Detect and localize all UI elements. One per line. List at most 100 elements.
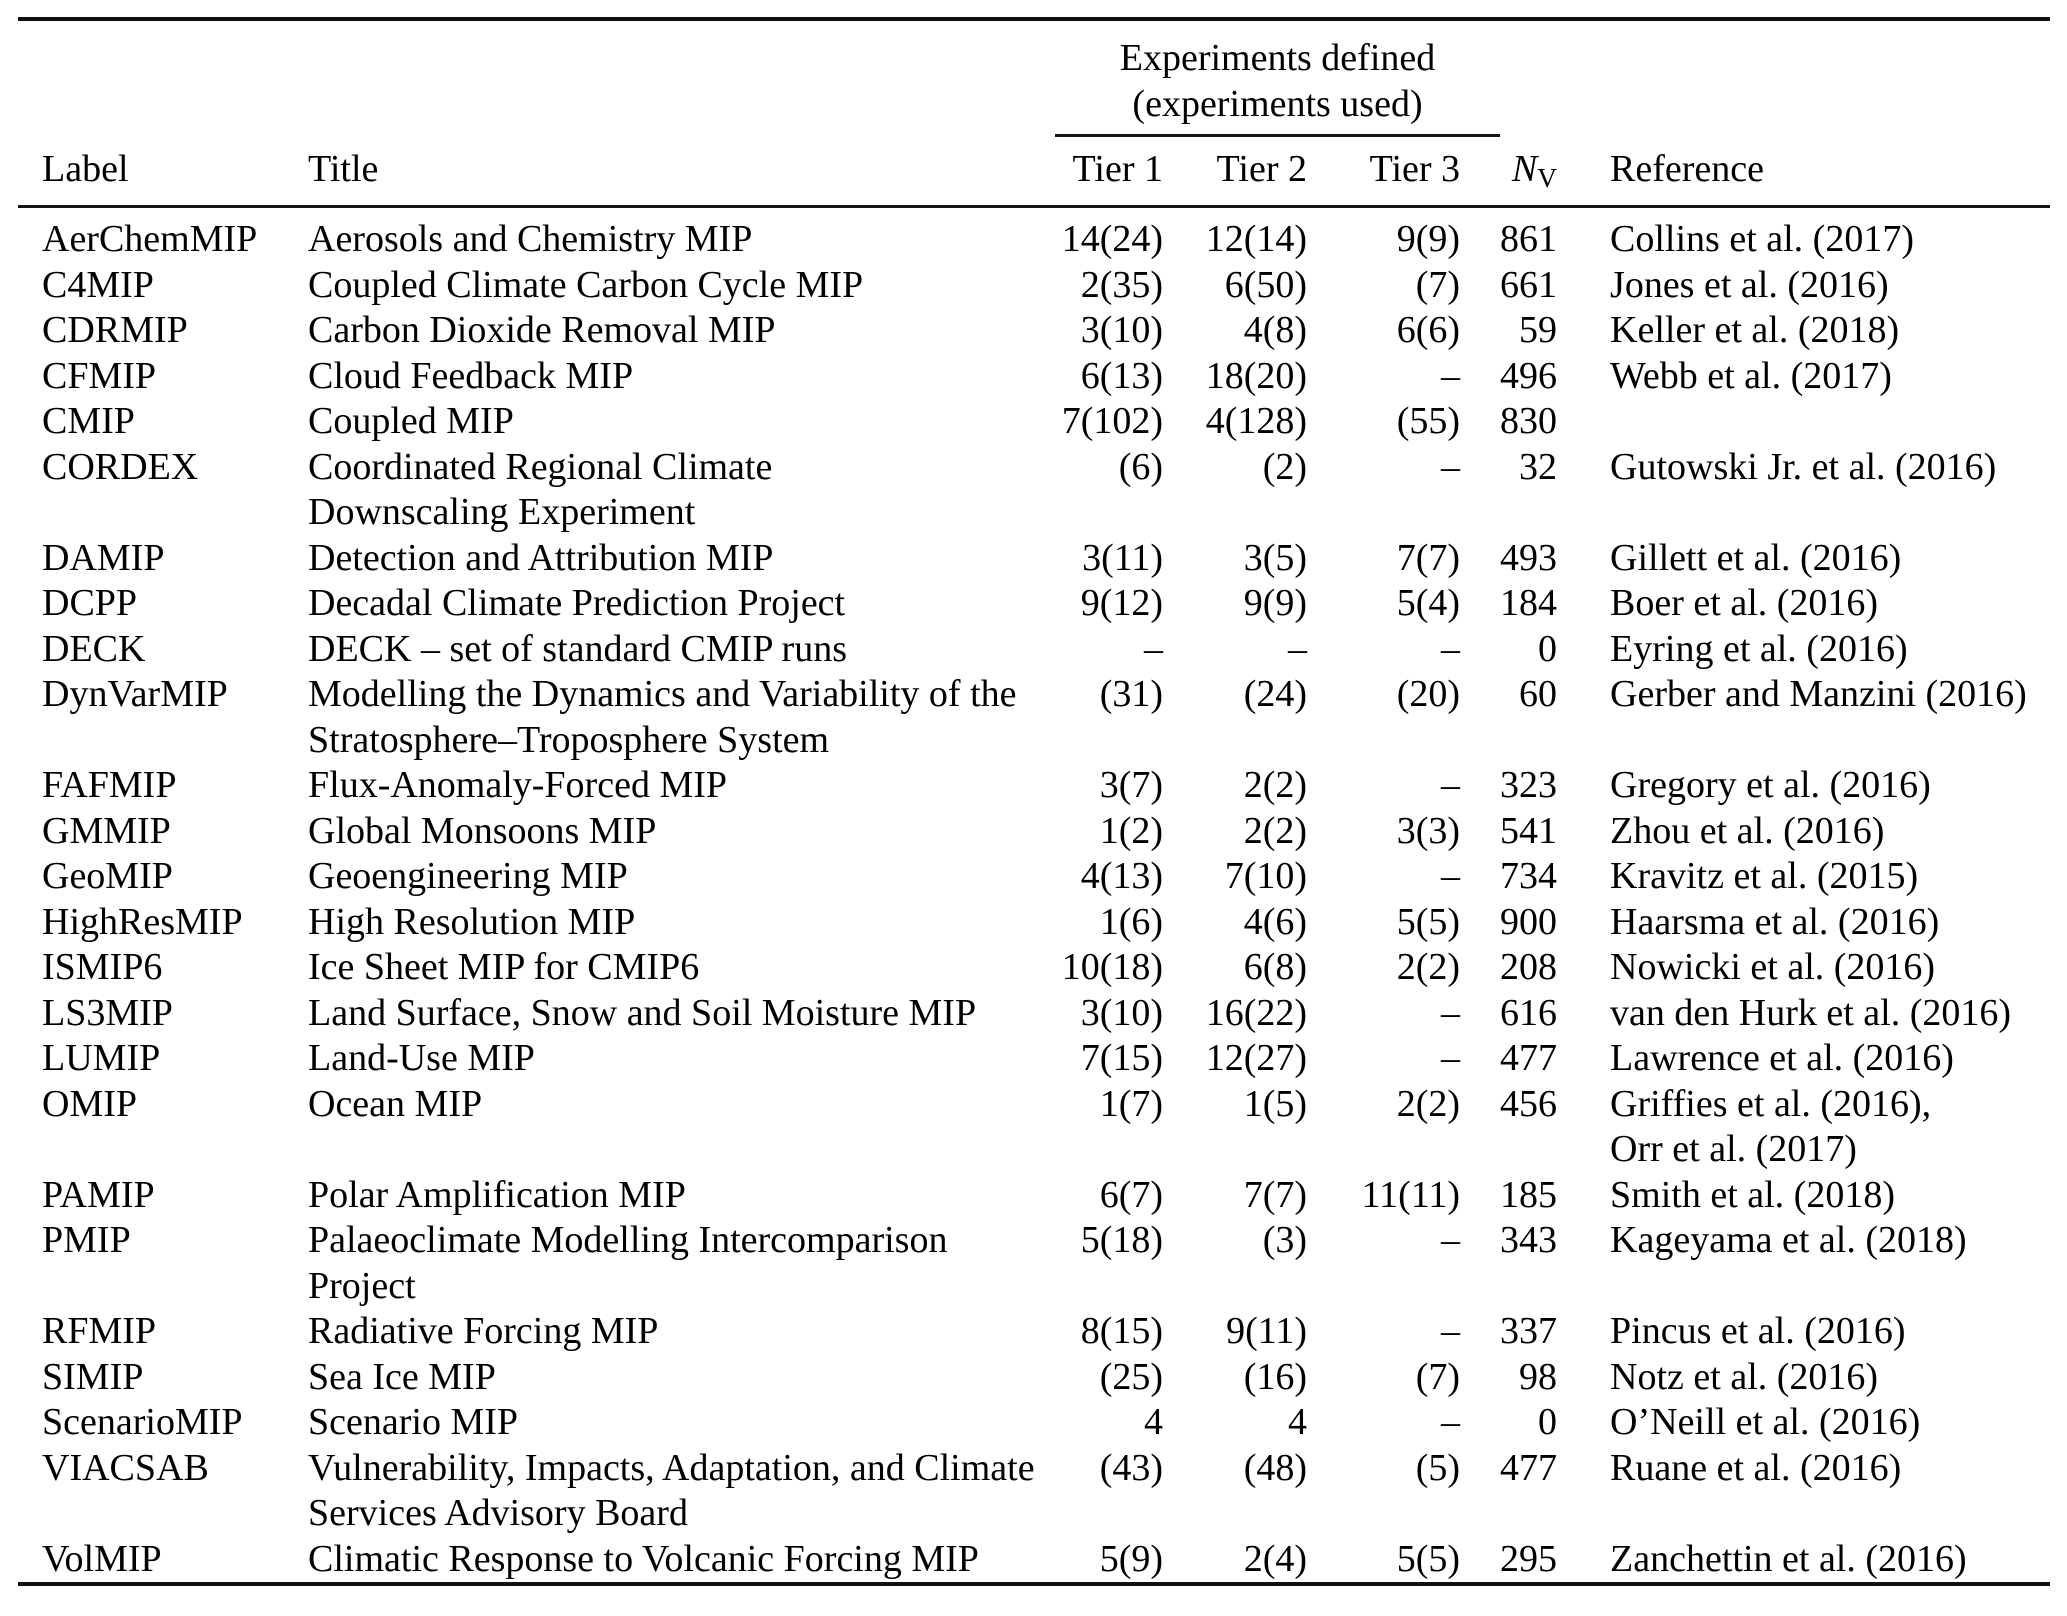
table-row: C4MIP Coupled Climate Carbon Cycle MIP 2… [18,263,2050,309]
reference-cell: Griffies et al. (2016), Orr et al. (2017) [1578,1082,2050,1173]
cell-line: Notz et al. (2016) [1610,1355,1879,1398]
column-header-label: Label [18,137,308,208]
tier1-cell: 7(15) [1080,1037,1163,1079]
nv-cell: 734 [1500,855,1558,897]
nv-cell: 32 [1519,445,1558,488]
table-row: ISMIP6 Ice Sheet MIP for CMIP6 10(18) 6(… [18,945,2050,991]
tier2-cell: 4 [1288,1401,1307,1443]
reference-cell: Nowicki et al. (2016) [1578,945,2050,991]
group-header-spacer [308,19,1010,137]
nv-cell: 343 [1500,1219,1558,1261]
tier2-cell: 2(2) [1243,764,1307,806]
tier2-cell: (3) [1262,1219,1307,1261]
cell-line: Kageyama et al. (2018) [1610,1219,1967,1261]
tier2-cell: 7(7) [1243,1173,1307,1216]
cell-line: Sea Ice MIP [308,1355,496,1398]
nv-cell: 208 [1500,946,1558,988]
tier2-cell: 16(22) [1205,991,1307,1034]
tier2-cell: – [1288,627,1307,670]
tier3-cell: 5(4) [1396,582,1461,624]
table-row: RFMIP Radiative Forcing MIP 8(15) 9(11) … [18,1309,2050,1355]
title-cell: Cloud Feedback MIP [308,354,1010,400]
cell-line: Zanchettin et al. (2016) [1610,1537,1967,1580]
cell-line: Keller et al. (2018) [1610,309,1900,351]
cell-line: Aerosols and Chemistry MIP [308,218,753,260]
tier3-cell: – [1441,1401,1461,1443]
nv-cell: 185 [1500,1173,1558,1216]
cell-line: Orr et al. (2017) [1610,1128,1857,1170]
tier3-cell: – [1441,764,1461,806]
reference-cell: Notz et al. (2016) [1578,1355,2050,1401]
tier3-cell: 2(2) [1396,1082,1461,1125]
tier1-cell: 1(6) [1099,900,1163,943]
label-cell: DAMIP [42,536,165,579]
cell-line: Services Advisory Board [308,1492,688,1534]
title-cell: Ice Sheet MIP for CMIP6 [308,945,1010,991]
title-cell: DECK – set of standard CMIP runs [308,627,1010,673]
label-cell: CMIP [42,400,135,442]
tier3-cell: – [1441,991,1461,1034]
tier1-cell: (6) [1118,445,1163,488]
table-row: DAMIP Detection and Attribution MIP 3(11… [18,536,2050,582]
tier1-cell: 7(102) [1061,400,1163,442]
tier1-cell: 2(35) [1080,263,1163,306]
title-cell: Palaeoclimate Modelling Intercomparison P… [308,1218,1010,1309]
table-row: PMIP Palaeoclimate Modelling Intercompar… [18,1218,2050,1309]
cell-line: Palaeoclimate Modelling Intercomparison [308,1219,948,1261]
cell-line: Climatic Response to Volcanic Forcing MI… [308,1537,979,1580]
cell-line: Downscaling Experiment [308,491,696,533]
cell-line: Eyring et al. (2016) [1610,627,1908,670]
table-body: AerChemMIP Aerosols and Chemistry MIP 14… [18,207,2050,1585]
table-row: AerChemMIP Aerosols and Chemistry MIP 14… [18,207,2050,263]
group-header-line2: (experiments used) [1132,83,1423,125]
cell-line: Project [308,1264,416,1307]
cell-line: DECK – set of standard CMIP runs [308,627,847,670]
reference-cell: Collins et al. (2017) [1578,207,2050,263]
tier1-cell: 1(2) [1099,809,1163,852]
tier2-cell: 6(8) [1243,946,1307,988]
cell-line: Pincus et al. (2016) [1610,1310,1906,1352]
cell-line: Haarsma et al. (2016) [1610,900,1940,943]
table-row: SIMIP Sea Ice MIP (25) (16) (7) 98 Notz … [18,1355,2050,1401]
tier3-cell: (7) [1415,1355,1461,1398]
tier3-cell: – [1441,1310,1461,1352]
label-cell: LUMIP [42,1037,161,1079]
tier1-cell: 4 [1144,1401,1163,1443]
table-header: Experiments defined (experiments used) L… [18,19,2051,208]
cell-line: Gregory et al. (2016) [1610,764,1931,806]
nv-cell: 337 [1500,1310,1558,1352]
nv-cell: 59 [1519,309,1558,351]
cell-line: Ruane et al. (2016) [1610,1446,1902,1489]
tier2-cell: 18(20) [1205,354,1307,397]
label-cell: VolMIP [42,1537,162,1580]
nv-cell: 0 [1538,627,1558,670]
title-cell: Decadal Climate Prediction Project [308,581,1010,627]
tier1-cell: 8(15) [1080,1310,1163,1352]
title-cell: High Resolution MIP [308,900,1010,946]
reference-cell: Kageyama et al. (2018) [1578,1218,2050,1309]
label-cell: CDRMIP [42,309,188,351]
group-header-spacer [18,19,308,137]
cell-line: Coupled Climate Carbon Cycle MIP [308,263,864,306]
nv-cell: 98 [1519,1355,1558,1398]
table-row: CDRMIP Carbon Dioxide Removal MIP 3(10) … [18,308,2050,354]
table-row: LUMIP Land-Use MIP 7(15) 12(27) – 477 La… [18,1036,2050,1082]
title-cell: Land Surface, Snow and Soil Moisture MIP [308,991,1010,1037]
table-row: ScenarioMIP Scenario MIP 4 4 – 0 O’Neill… [18,1400,2050,1446]
title-cell: Climatic Response to Volcanic Forcing MI… [308,1537,1010,1585]
cell-line: Coordinated Regional Climate [308,445,773,488]
tier3-cell: 7(7) [1396,536,1461,579]
reference-cell: Gerber and Manzini (2016) [1578,672,2050,763]
nv-cell: 477 [1500,1037,1558,1079]
tier2-cell: 4(8) [1243,309,1307,351]
reference-cell: Gillett et al. (2016) [1578,536,2050,582]
reference-cell: Webb et al. (2017) [1578,354,2050,400]
tier1-cell: 3(11) [1082,536,1163,579]
cell-line: Kravitz et al. (2015) [1610,855,1919,897]
tier3-cell: 5(5) [1396,1537,1461,1580]
tier2-cell: 3(5) [1243,536,1307,579]
tier3-cell: 11(11) [1361,1173,1461,1216]
cell-line: Boer et al. (2016) [1610,582,1879,624]
label-cell: DCPP [42,582,138,624]
tier3-cell: – [1441,1037,1461,1079]
